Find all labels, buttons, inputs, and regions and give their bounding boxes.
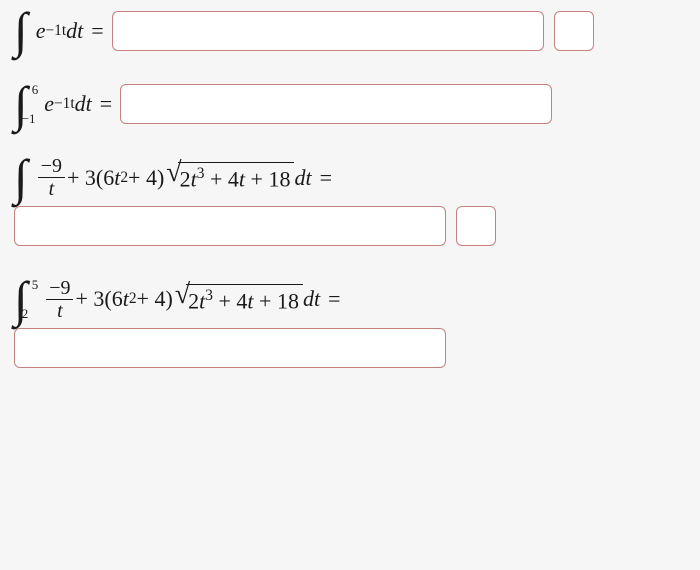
upper-bound: 5 bbox=[32, 278, 39, 291]
problem-4-answer-row bbox=[14, 328, 686, 368]
sqrt-radicand: 2t3 + 4t + 18 bbox=[178, 162, 295, 192]
exponent: −1t bbox=[54, 95, 75, 113]
answer-input-2[interactable] bbox=[120, 84, 552, 124]
sqrt-icon: √ bbox=[166, 159, 181, 189]
problem-2-expression: ∫ 6 −1 e −1t dt = bbox=[14, 81, 120, 127]
base: e bbox=[36, 18, 46, 44]
answer-input-1-main[interactable] bbox=[112, 11, 544, 51]
dvar: dt bbox=[75, 91, 92, 117]
dvar: dt bbox=[303, 286, 320, 312]
equals-sign: = bbox=[328, 286, 340, 312]
upper-bound: 6 bbox=[32, 83, 39, 96]
term-text: + 3(6 bbox=[75, 286, 122, 312]
dvar: dt bbox=[66, 18, 83, 44]
integral-icon: ∫ bbox=[14, 277, 28, 322]
problem-3-expression: ∫ −9 t + 3(6 t 2 + 4) √ 2t3 + 4t + 18 dt… bbox=[14, 155, 340, 200]
sqrt: √ 2t3 + 4t + 18 bbox=[166, 162, 294, 192]
answer-input-3-constant[interactable] bbox=[456, 206, 496, 246]
numerator: −9 bbox=[46, 278, 73, 298]
fraction: −9 t bbox=[38, 156, 65, 199]
fraction: −9 t bbox=[46, 278, 73, 321]
problem-1-expression: ∫ e −1t dt = bbox=[14, 8, 112, 53]
answer-input-3-main[interactable] bbox=[14, 206, 446, 246]
sqrt: √ 2t3 + 4t + 18 bbox=[175, 284, 303, 314]
term-text: + 4) bbox=[137, 286, 173, 312]
problem-4-expression: ∫ 5 2 −9 t + 3(6 t 2 + 4) √ 2t3 + 4t + 1… bbox=[14, 276, 349, 322]
dvar: dt bbox=[294, 165, 311, 191]
power: 2 bbox=[129, 290, 137, 308]
spacer bbox=[544, 30, 554, 31]
integral-icon: ∫ bbox=[14, 8, 28, 53]
equals-sign: = bbox=[100, 91, 112, 117]
power: 2 bbox=[120, 169, 128, 187]
term-text: + 3(6 bbox=[67, 165, 114, 191]
equals-sign: = bbox=[91, 18, 103, 44]
problem-1-row: ∫ e −1t dt = bbox=[14, 8, 686, 53]
problem-2-row: ∫ 6 −1 e −1t dt = bbox=[14, 81, 686, 127]
problem-4-row: ∫ 5 2 −9 t + 3(6 t 2 + 4) √ 2t3 + 4t + 1… bbox=[14, 276, 686, 322]
term-text: + 4) bbox=[128, 165, 164, 191]
exponent: −1t bbox=[45, 22, 66, 40]
denominator: t bbox=[46, 179, 58, 199]
worksheet-page: ∫ e −1t dt = ∫ 6 −1 e −1t dt = bbox=[0, 0, 700, 570]
spacer bbox=[446, 226, 456, 227]
equals-sign: = bbox=[320, 165, 332, 191]
problem-3-row: ∫ −9 t + 3(6 t 2 + 4) √ 2t3 + 4t + 18 dt… bbox=[14, 155, 686, 200]
denominator: t bbox=[54, 301, 66, 321]
answer-input-4[interactable] bbox=[14, 328, 446, 368]
problem-3-answer-row bbox=[14, 206, 686, 246]
integral-icon: ∫ bbox=[14, 155, 28, 200]
numerator: −9 bbox=[38, 156, 65, 176]
integral-icon: ∫ bbox=[14, 82, 28, 127]
sqrt-radicand: 2t3 + 4t + 18 bbox=[186, 284, 303, 314]
sqrt-icon: √ bbox=[175, 281, 190, 311]
base: e bbox=[44, 91, 54, 117]
answer-input-1-constant[interactable] bbox=[554, 11, 594, 51]
